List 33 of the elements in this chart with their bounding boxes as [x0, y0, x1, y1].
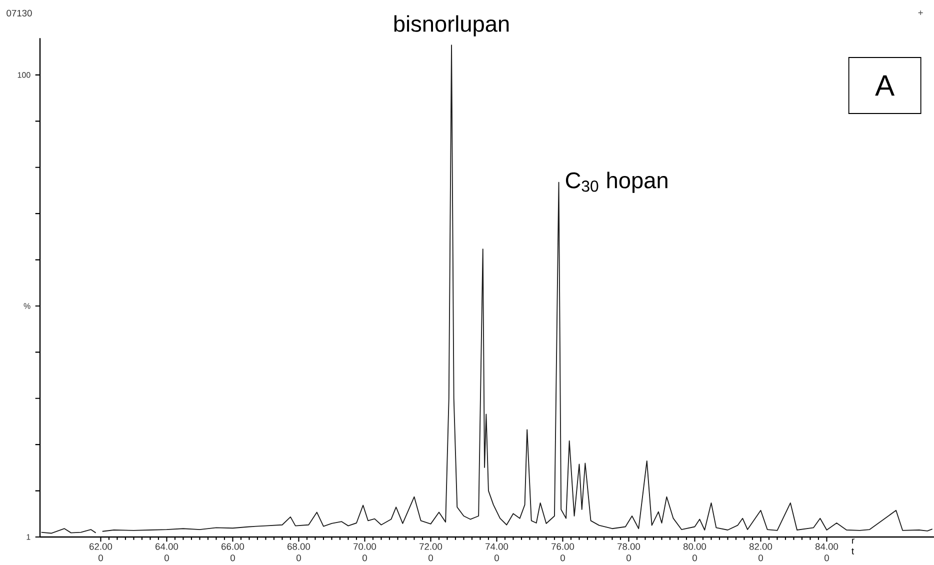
text: 0: [626, 554, 631, 562]
x-tick-label: 64.00: [156, 543, 178, 550]
text: 0: [560, 554, 565, 562]
text: 07130: [6, 10, 32, 16]
text: 0: [230, 554, 235, 562]
text: 0: [692, 554, 697, 562]
y-tick-label: 1: [26, 534, 30, 540]
text: 0: [428, 554, 433, 562]
text: 0: [824, 554, 829, 562]
y-tick-label: %: [24, 303, 30, 309]
x-axis-title: r t: [852, 538, 854, 554]
text: 0: [164, 554, 169, 562]
x-tick-label: 72.00: [420, 543, 442, 550]
x-tick-label: 74.00: [486, 543, 508, 550]
x-tick-label: 80.00: [683, 543, 706, 550]
x-tick-label: 70.00: [354, 543, 376, 550]
annotation: bisnorlupan: [394, 15, 509, 36]
text: 0: [296, 554, 301, 562]
text: 0: [98, 554, 103, 562]
x-tick-label: 84.00: [815, 543, 838, 550]
x-tick-label: 78.00: [618, 543, 640, 550]
x-tick-label: 62.00: [90, 543, 112, 550]
annotation: C$_{30}$ hopan: [566, 172, 668, 193]
text: 0: [362, 554, 367, 562]
text: 0: [494, 554, 499, 562]
text: 0: [758, 554, 763, 562]
x-tick-label: 82.00: [749, 543, 772, 550]
x-tick-label: 76.00: [552, 543, 574, 550]
x-tick-label: 66.00: [222, 543, 244, 550]
annotation: A: [875, 75, 895, 96]
x-tick-label: 68.00: [288, 543, 310, 550]
text: +: [918, 10, 923, 16]
y-tick-label: 100: [18, 72, 30, 78]
